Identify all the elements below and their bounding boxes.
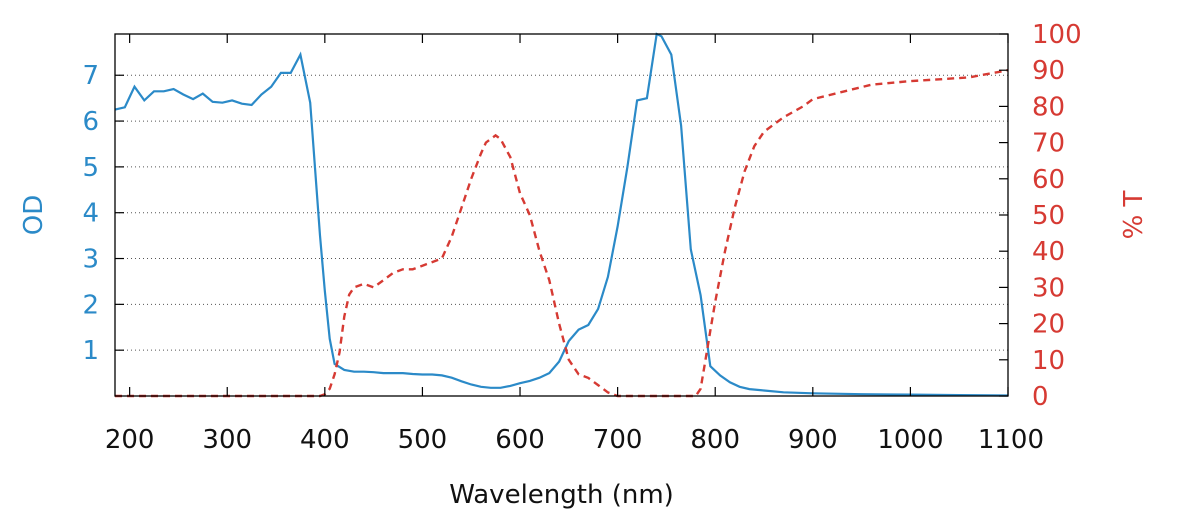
- x-tick-label: 500: [398, 425, 448, 455]
- x-tick-label: 300: [202, 425, 252, 455]
- x-axis-title: Wavelength (nm): [449, 480, 674, 510]
- x-tick-label: 900: [788, 425, 838, 455]
- left-axis-title: OD: [19, 195, 49, 236]
- left-tick-label: 6: [82, 107, 99, 137]
- left-tick-label: 3: [82, 245, 99, 275]
- right-axis-title: % T: [1119, 190, 1149, 239]
- x-tick-label: 1100: [978, 425, 1044, 455]
- x-tick-label: 600: [495, 425, 545, 455]
- right-tick-label: 0: [1032, 382, 1049, 412]
- plot-area-frame: [114, 33, 1009, 397]
- left-tick-label: 5: [82, 153, 99, 183]
- right-tick-label: 20: [1032, 310, 1065, 340]
- right-tick-label: 40: [1032, 237, 1065, 267]
- x-tick-label: 1000: [877, 425, 943, 455]
- left-tick-label: 1: [82, 336, 99, 366]
- left-tick-label: 4: [82, 199, 99, 229]
- right-tick-label: 90: [1032, 56, 1065, 86]
- od-series-line: [114, 32, 1009, 397]
- right-tick-label: 30: [1032, 273, 1065, 303]
- transmission-series-line: [115, 69, 1009, 398]
- series-layer: [114, 32, 1009, 398]
- right-tick-label: 70: [1032, 129, 1065, 159]
- right-tick-label: 100: [1032, 20, 1082, 50]
- x-tick-label: 800: [690, 425, 740, 455]
- x-tick-label: 400: [300, 425, 350, 455]
- gridlines: [115, 74, 1008, 351]
- left-tick-label: 7: [82, 61, 99, 91]
- x-tick-label: 700: [593, 425, 643, 455]
- x-tick-label: 200: [105, 425, 155, 455]
- right-tick-label: 50: [1032, 201, 1065, 231]
- right-tick-label: 80: [1032, 92, 1065, 122]
- right-tick-label: 10: [1032, 346, 1065, 376]
- right-tick-label: 60: [1032, 165, 1065, 195]
- left-tick-label: 2: [82, 290, 99, 320]
